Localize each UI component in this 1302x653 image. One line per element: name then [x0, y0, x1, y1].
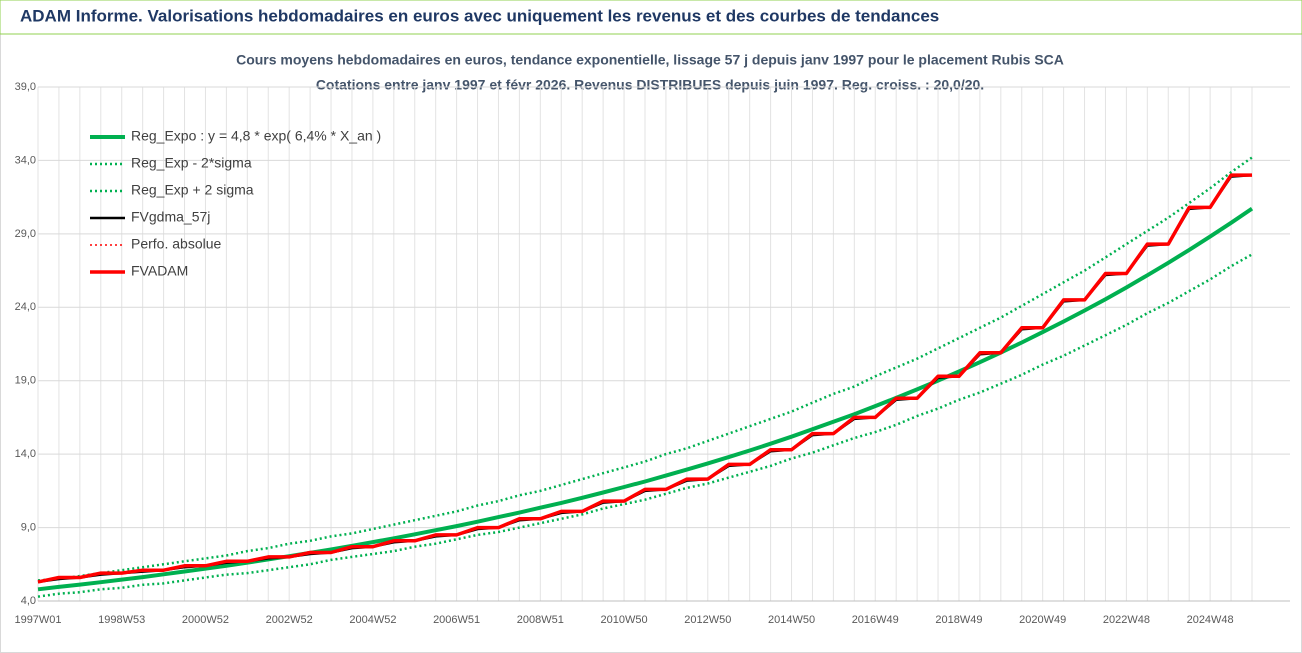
legend-label: Reg_Exp - 2*sigma	[131, 155, 252, 171]
x-tick-label: 2022W48	[1103, 614, 1150, 626]
series-line	[37, 206, 1254, 592]
legend-label: Perfo. absolue	[131, 236, 221, 252]
x-tick-label: 2000W52	[182, 614, 229, 626]
x-tick-label: 2016W49	[852, 614, 899, 626]
x-tick-label: 2024W48	[1187, 614, 1234, 626]
y-tick-label: 24,0	[15, 301, 36, 313]
x-tick-label: 2012W50	[684, 614, 731, 626]
legend-label: FVgdma_57j	[131, 209, 210, 225]
chart-subtitle: Cotations entre janv 1997 et févr 2026. …	[316, 77, 984, 93]
x-tick-label: 2010W50	[601, 614, 648, 626]
x-tick-label: 2014W50	[768, 614, 815, 626]
x-tick-label: 2020W49	[1019, 614, 1066, 626]
x-tick-label: 2018W49	[935, 614, 982, 626]
page-title: ADAM Informe. Valorisations hebdomadaire…	[20, 6, 939, 25]
x-tick-label: 2006W51	[433, 614, 480, 626]
y-tick-label: 19,0	[15, 375, 36, 387]
chart-title: Cours moyens hebdomadaires en euros, ten…	[236, 52, 1064, 68]
y-tick-label: 29,0	[15, 228, 36, 240]
legend-label: Reg_Exp + 2 sigma	[131, 182, 254, 198]
y-tick-label: 9,0	[21, 521, 36, 533]
y-tick-label: 39,0	[15, 81, 36, 93]
y-tick-label: 14,0	[15, 448, 36, 460]
title-bar	[0, 0, 1302, 35]
series-line	[37, 173, 1252, 584]
x-tick-label: 1997W01	[14, 614, 61, 626]
legend-label: Reg_Expo : y = 4,8 * exp( 6,4% * X_an )	[131, 128, 381, 144]
series-line	[37, 156, 1253, 582]
y-tick-label: 4,0	[21, 595, 36, 607]
x-tick-label: 2008W51	[517, 614, 564, 626]
x-tick-label: 1998W53	[98, 614, 145, 626]
x-tick-label: 2004W52	[349, 614, 396, 626]
series-line	[37, 253, 1253, 598]
y-tick-label: 34,0	[15, 154, 36, 166]
legend-label: FVADAM	[131, 263, 188, 279]
x-tick-label: 2002W52	[266, 614, 313, 626]
